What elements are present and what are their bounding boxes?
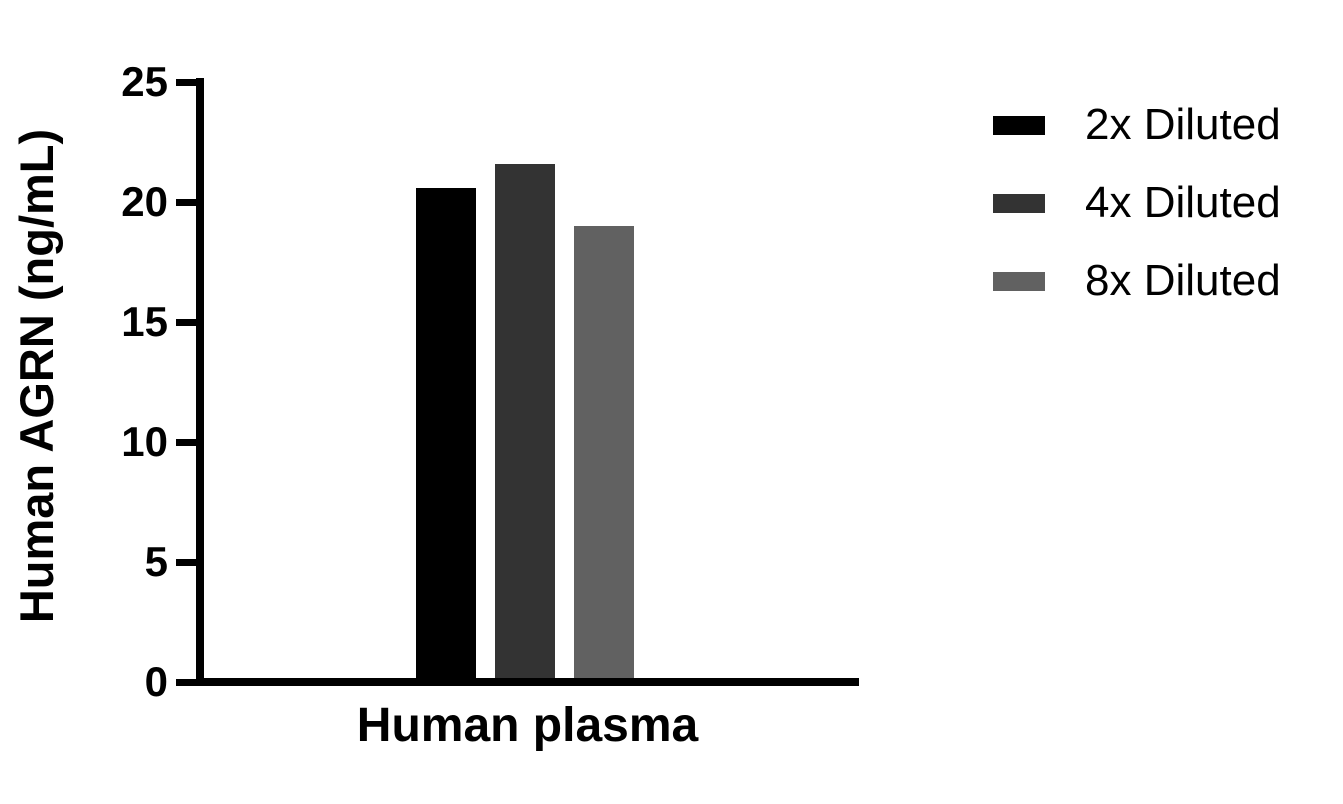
- legend-swatch: [993, 193, 1045, 213]
- legend-swatch: [993, 271, 1045, 291]
- y-tick-label-10: 10: [121, 418, 168, 465]
- y-tick-mark-10: [176, 439, 204, 446]
- legend-item-8x-diluted: 8x Diluted: [993, 259, 1281, 303]
- legend-label: 2x Diluted: [1085, 100, 1281, 149]
- y-tick-label-20: 20: [121, 178, 168, 225]
- y-tick-label-15: 15: [121, 298, 168, 345]
- legend-label: 4x Diluted: [1085, 178, 1281, 227]
- y-axis-title: Human AGRN (ng/mL): [10, 128, 63, 624]
- bar-2x-diluted: [416, 188, 476, 686]
- y-tick-mark-25: [176, 79, 204, 86]
- bar-8x-diluted: [574, 226, 634, 686]
- y-tick-mark-5: [176, 559, 204, 566]
- x-axis-line: [196, 678, 859, 686]
- legend-item-4x-diluted: 4x Diluted: [993, 181, 1281, 225]
- legend-label: 8x Diluted: [1085, 256, 1281, 305]
- legend-item-2x-diluted: 2x Diluted: [993, 103, 1281, 147]
- x-category-label: Human plasma: [356, 699, 699, 752]
- y-tick-mark-15: [176, 319, 204, 326]
- y-tick-mark-20: [176, 199, 204, 206]
- y-tick-label-5: 5: [144, 538, 168, 585]
- y-tick-mark-0: [176, 679, 204, 686]
- legend-swatch: [993, 115, 1045, 135]
- y-tick-label-25: 25: [121, 58, 168, 105]
- y-axis-line: [196, 78, 204, 686]
- y-tick-label-0: 0: [144, 658, 168, 705]
- bar-4x-diluted: [495, 164, 555, 686]
